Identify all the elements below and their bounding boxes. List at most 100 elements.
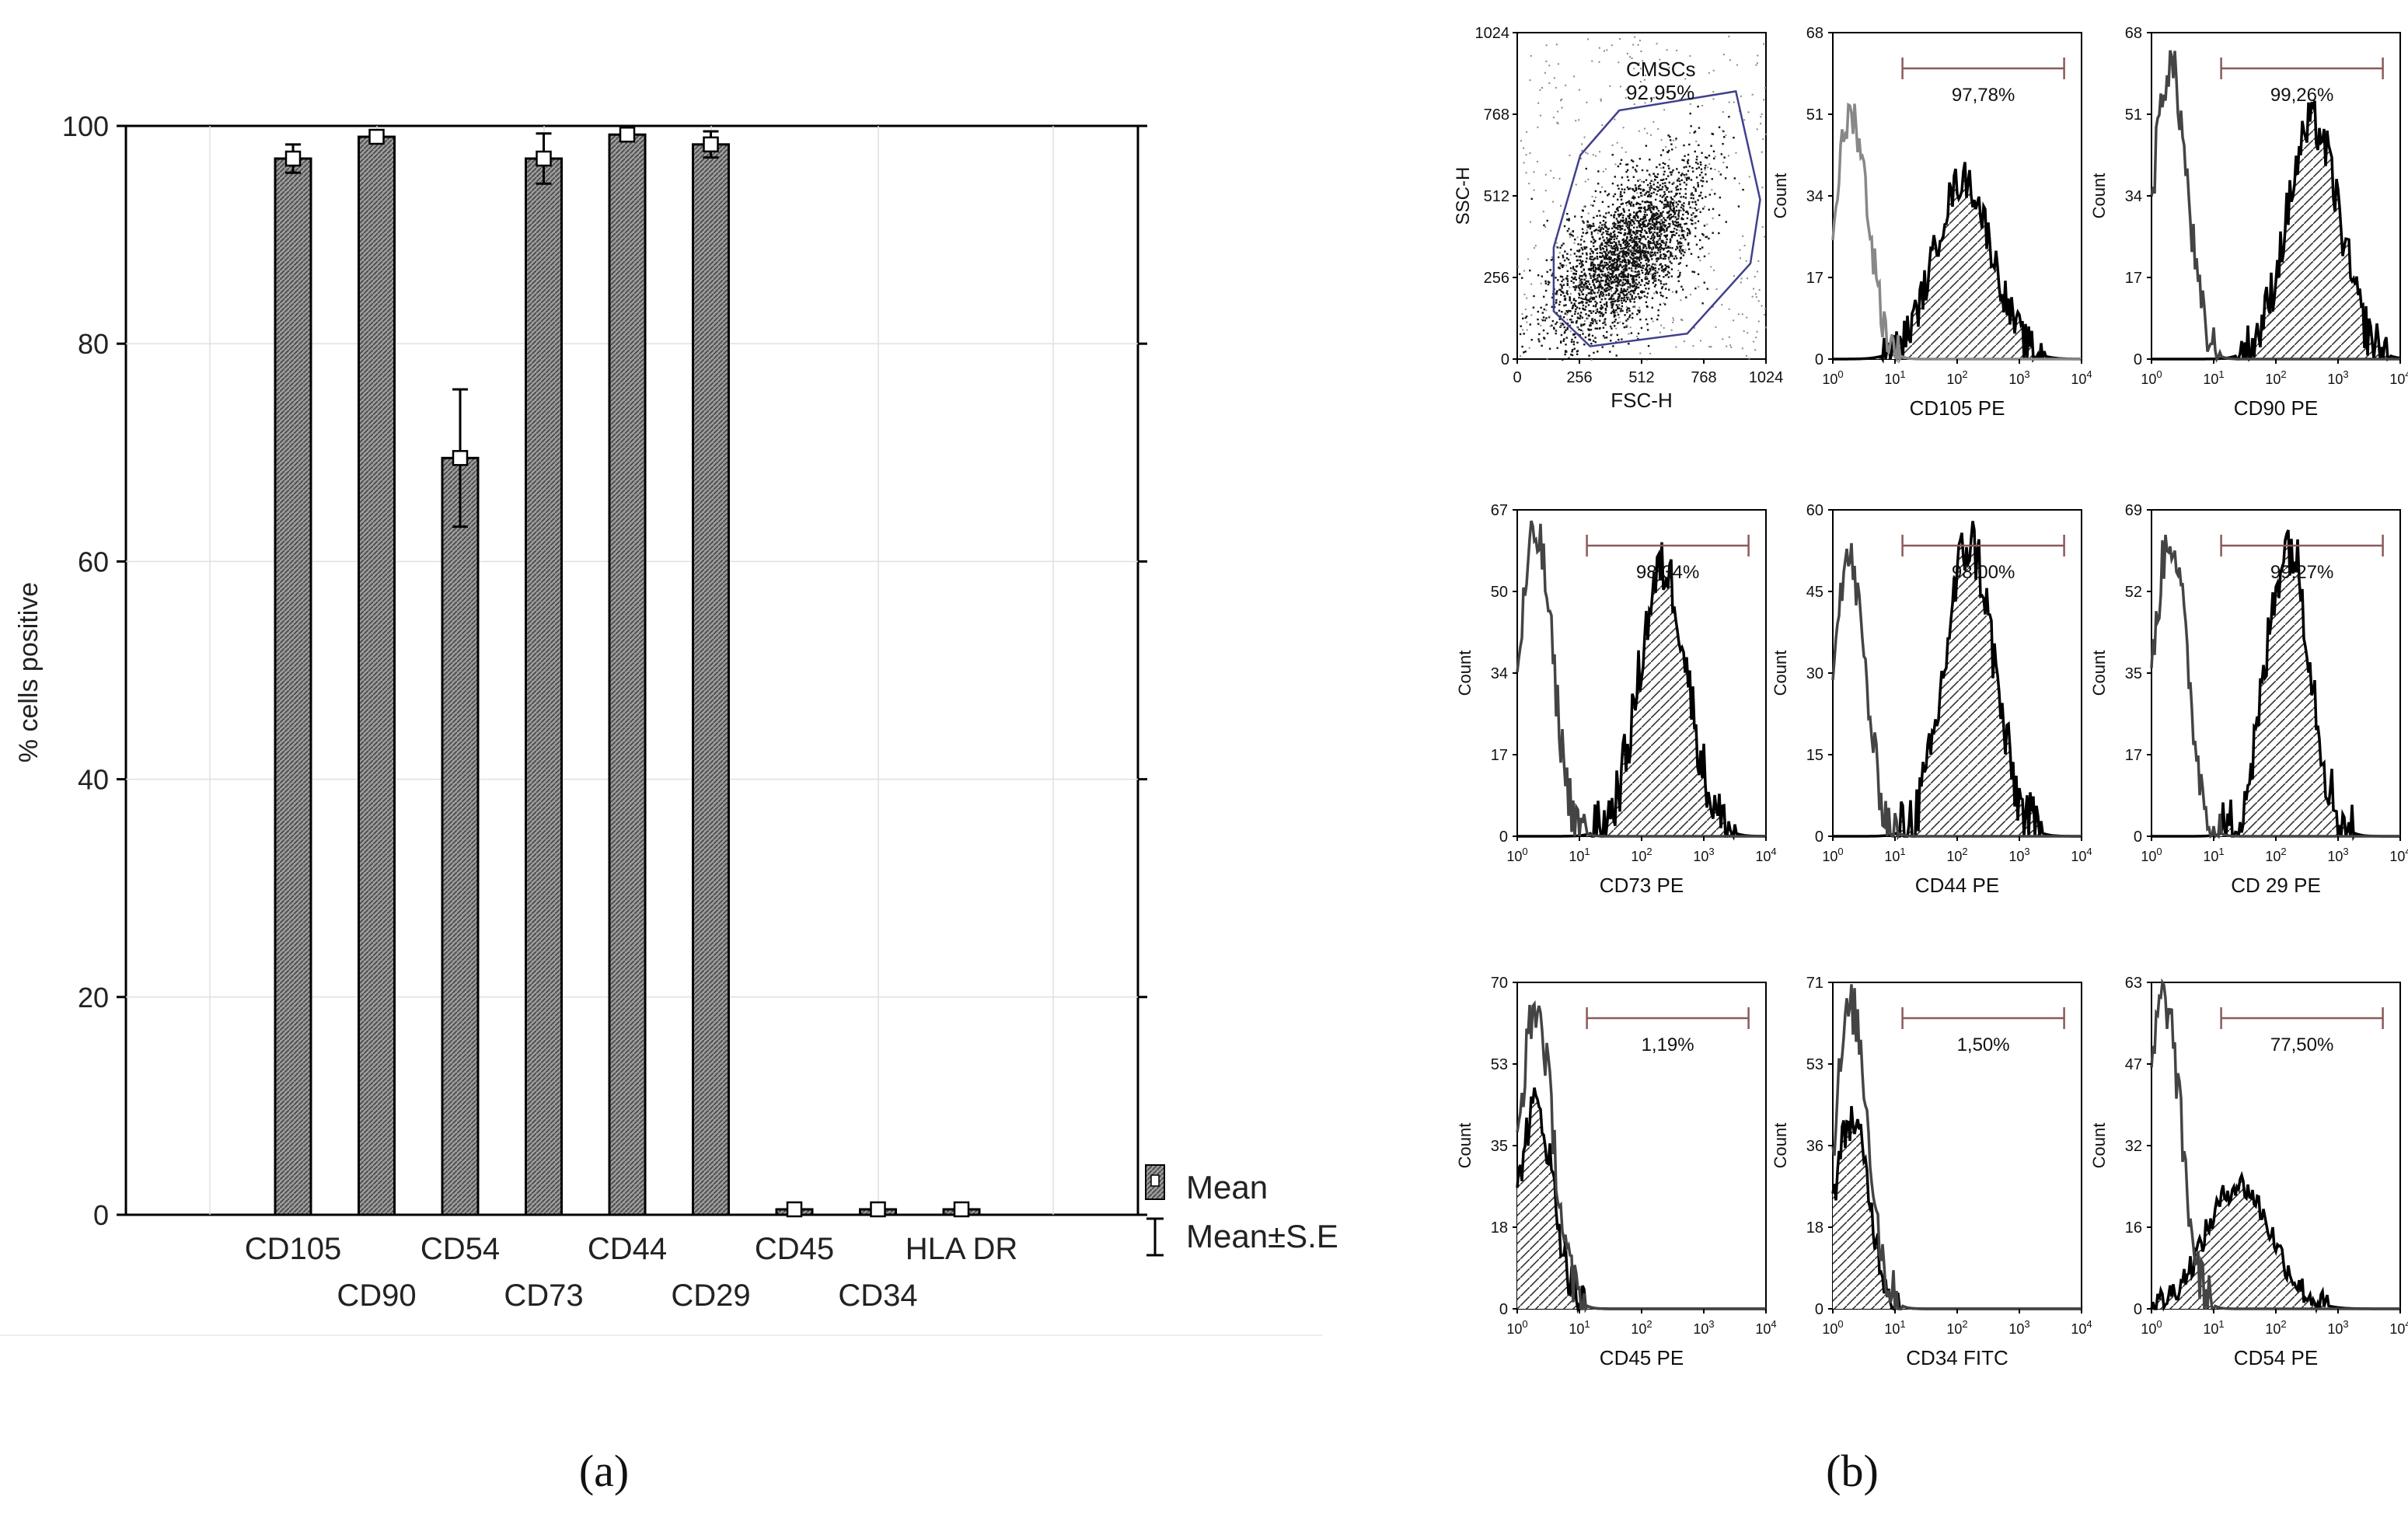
event-dot: [1654, 272, 1657, 274]
x-tick-label: 100: [1822, 846, 1843, 864]
event-dot: [1562, 284, 1565, 286]
event-dot: [1645, 259, 1647, 262]
event-dot: [1613, 325, 1616, 327]
event-dot: [1627, 267, 1629, 269]
event-dot: [1606, 275, 1608, 277]
y-tick-label: 52: [2125, 584, 2142, 601]
event-dot: [1590, 263, 1593, 265]
event-dot: [1594, 337, 1597, 339]
gate-percent: 92,95%: [1626, 81, 1694, 104]
x-tick-label: 101: [1569, 846, 1590, 864]
event-dot: [1579, 283, 1582, 285]
event-dot: [1595, 281, 1598, 283]
event-dot: [1625, 296, 1628, 298]
event-dot: [1621, 176, 1624, 179]
event-dot: [1679, 183, 1681, 186]
event-dot: [1580, 260, 1583, 263]
event-dot: [1561, 98, 1563, 100]
event-dot: [1679, 262, 1681, 264]
event-dot: [1677, 211, 1680, 214]
event-dot: [1621, 195, 1624, 197]
event-dot: [1559, 265, 1562, 267]
event-dot: [1605, 337, 1608, 339]
event-dot: [1585, 296, 1587, 298]
event-dot: [1611, 294, 1614, 296]
event-dot: [1666, 196, 1669, 198]
event-dot: [1601, 224, 1604, 226]
event-dot: [1637, 293, 1639, 295]
event-dot: [1713, 269, 1715, 271]
event-dot: [1600, 226, 1603, 229]
event-dot: [1633, 236, 1636, 239]
event-dot: [1698, 144, 1700, 147]
event-dot: [1678, 192, 1681, 195]
event-dot: [1632, 204, 1635, 206]
event-dot: [1593, 229, 1596, 232]
event-dot: [1641, 291, 1643, 294]
event-dot: [1593, 200, 1596, 202]
event-dot: [1683, 144, 1685, 147]
x-axis-label: CD90 PE: [2234, 396, 2318, 420]
event-dot: [1651, 266, 1653, 268]
event-dot: [1582, 304, 1585, 307]
event-dot: [1618, 316, 1621, 319]
event-dot: [1600, 285, 1603, 288]
event-dot: [1671, 148, 1673, 151]
event-dot: [1570, 321, 1573, 323]
event-dot: [1574, 215, 1576, 218]
event-dot: [1553, 327, 1555, 330]
event-dot: [1604, 311, 1607, 314]
event-dot: [1590, 204, 1592, 206]
event-dot: [1619, 291, 1621, 294]
event-dot: [1669, 255, 1672, 257]
event-dot: [1607, 193, 1611, 195]
event-dot: [1533, 189, 1535, 191]
event-dot: [1692, 345, 1694, 347]
event-dot: [1643, 213, 1646, 216]
event-dot: [1589, 256, 1592, 258]
event-dot: [1659, 256, 1663, 260]
event-dot: [1659, 221, 1661, 224]
event-dot: [1618, 187, 1620, 190]
event-dot: [1740, 281, 1742, 284]
event-dot: [1630, 332, 1633, 334]
event-dot: [1650, 187, 1653, 189]
event-dot: [1712, 91, 1715, 93]
event-dot: [1636, 283, 1638, 286]
event-dot: [1586, 257, 1588, 260]
event-dot: [1526, 131, 1528, 133]
event-dot: [1665, 235, 1667, 239]
event-dot: [1559, 340, 1562, 343]
event-dot: [1594, 327, 1597, 330]
event-dot: [1669, 260, 1671, 263]
event-dot: [1633, 281, 1635, 283]
event-dot: [1569, 248, 1572, 251]
event-dot: [1659, 291, 1662, 294]
event-dot: [1666, 216, 1669, 219]
event-dot: [1570, 233, 1572, 236]
event-dot: [1705, 156, 1707, 159]
event-dot: [1737, 313, 1740, 316]
event-dot: [1580, 157, 1583, 159]
y-tick-label: 256: [1484, 270, 1509, 287]
event-dot: [1633, 256, 1635, 259]
event-dot: [1612, 267, 1614, 270]
event-dot: [1614, 291, 1617, 293]
event-dot: [1546, 219, 1548, 222]
event-dot: [1665, 235, 1668, 238]
event-dot: [1585, 305, 1587, 308]
event-dot: [1629, 56, 1632, 58]
event-dot: [1633, 239, 1635, 241]
event-dot: [1587, 328, 1590, 331]
event-dot: [1664, 303, 1666, 305]
event-dot: [1589, 292, 1591, 295]
event-dot: [1633, 301, 1635, 303]
event-dot: [1690, 253, 1693, 255]
positive-percent: 99,27%: [2270, 562, 2333, 583]
event-dot: [1674, 255, 1677, 257]
event-dot: [1628, 213, 1632, 215]
event-dot: [1644, 252, 1646, 254]
event-dot: [1635, 165, 1638, 167]
event-dot: [1651, 219, 1653, 222]
event-dot: [1677, 247, 1679, 249]
